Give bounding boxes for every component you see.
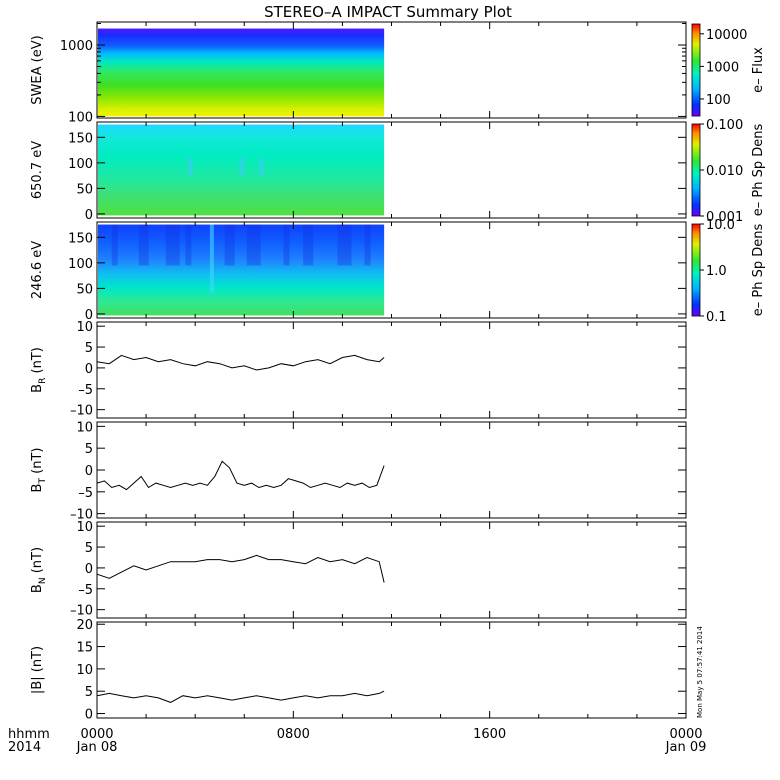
creation-timestamp: Mon May 5 07:57:41 2014 <box>696 626 704 718</box>
y-axis-label: 246.6 eV <box>30 241 45 299</box>
colorbar-2: 0.001 0.010 0.100 e– Ph Sp Dens <box>691 118 766 225</box>
y-tick-label: 50 <box>76 282 93 297</box>
colorbar-tick-label: 100 <box>706 93 731 108</box>
spectrogram-image <box>98 28 385 117</box>
y-tick-label: 0 <box>85 708 93 723</box>
y-tick-label: –10 <box>70 508 93 523</box>
spectrogram-streak <box>185 224 192 266</box>
y-tick-label: –5 <box>78 383 93 398</box>
y-tick-label: 0 <box>85 308 93 323</box>
time-tick-label: 0000 <box>669 727 702 742</box>
spectrogram-streak <box>303 224 314 266</box>
panel-2: 0 50 100 150 650.7 eV <box>30 121 687 223</box>
y-tick-label: 1000 <box>60 39 93 54</box>
y-tick-label: 15 <box>76 641 93 656</box>
colorbar-1: 100 1000 10000 e– Flux <box>691 23 766 117</box>
y-tick-label: 5 <box>85 685 93 700</box>
series-line <box>96 354 385 371</box>
y-tick-label: 150 <box>68 131 93 146</box>
colorbar-tick-label: 0.010 <box>706 164 743 179</box>
y-tick-label: –5 <box>78 486 93 501</box>
y-tick-label: 5 <box>85 442 93 457</box>
spectrogram-image <box>98 224 385 316</box>
y-tick-label: 100 <box>68 257 93 272</box>
panel-6: –10 –5 0 5 10 BN (nT) <box>30 520 687 619</box>
y-tick-label: 10 <box>76 663 93 678</box>
y-axis-label: 650.7 eV <box>30 141 45 199</box>
spectrogram-streak <box>138 224 149 266</box>
time-axis-corner-top: hhmm <box>8 727 50 742</box>
time-tick-label: 0000 <box>80 727 113 742</box>
colorbar-tick-label: 0.1 <box>706 310 727 325</box>
spectrogram-streak <box>364 224 371 266</box>
spectrogram-streak <box>246 224 261 266</box>
y-axis-label: BN (nT) <box>30 547 48 593</box>
series-line <box>96 690 385 703</box>
colorbar-tick-label: 1000 <box>706 60 739 75</box>
y-tick-label: –10 <box>70 604 93 619</box>
spectrogram-streak <box>111 224 118 266</box>
y-tick-label: 20 <box>76 618 93 633</box>
y-tick-label: 150 <box>68 231 93 246</box>
y-tick-label: –10 <box>70 404 93 419</box>
panel-1: 100 1000 SWEA (eV) <box>30 21 687 125</box>
panel-frame <box>96 321 687 419</box>
colorbar-3: 0.1 1.0 10.0 e– Ph Sp Dens <box>691 218 766 325</box>
panel-frame <box>96 621 687 719</box>
y-tick-label: 10 <box>76 320 93 335</box>
colorbar-tick-label: 0.100 <box>706 118 743 133</box>
y-axis-label: SWEA (eV) <box>30 35 45 104</box>
panel-5: –10 –5 0 5 10 BT (nT) <box>30 420 687 523</box>
colorbar-label: e– Ph Sp Dens <box>751 224 766 317</box>
y-tick-label: 100 <box>68 110 93 125</box>
date-tick-label: Jan 09 <box>665 740 707 755</box>
spectrogram-streak <box>165 224 180 266</box>
spectrogram-streak <box>258 157 264 176</box>
y-axis-label: BR (nT) <box>30 347 48 393</box>
y-tick-label: 100 <box>68 157 93 172</box>
y-tick-label: 5 <box>85 541 93 556</box>
spectrogram-streak <box>209 224 214 293</box>
colorbar-scale <box>691 223 701 317</box>
panel-3: 0 50 100 150 246.6 eV <box>30 221 687 323</box>
panel-4: –10 –5 0 5 10 BR (nT) <box>30 320 687 419</box>
y-tick-label: –5 <box>78 583 93 598</box>
y-tick-label: 0 <box>85 208 93 223</box>
colorbar-label: e– Ph Sp Dens <box>751 124 766 217</box>
spectrogram-streak <box>239 157 245 176</box>
time-axis-corner-bottom: 2014 <box>8 740 41 755</box>
colorbar-tick-label: 10.0 <box>706 218 735 233</box>
y-axis-label: BT (nT) <box>30 448 48 493</box>
y-tick-label: 5 <box>85 341 93 356</box>
y-tick-label: 0 <box>85 362 93 377</box>
spectrogram-streak <box>224 224 235 266</box>
colorbar-tick-label: 0.001 <box>706 210 743 225</box>
panel-7: 0 5 10 15 20 |B| (nT) <box>30 618 687 723</box>
y-tick-label: 50 <box>76 182 93 197</box>
time-tick-label: 1600 <box>473 727 506 742</box>
colorbar-label: e– Flux <box>751 47 766 93</box>
y-axis-label: |B| (nT) <box>30 646 45 694</box>
colorbar-scale <box>691 123 701 217</box>
series-line <box>96 554 385 583</box>
y-tick-label: 10 <box>76 520 93 535</box>
colorbar-tick-label: 1.0 <box>706 264 727 279</box>
colorbar-scale <box>691 23 701 117</box>
spectrogram-streak <box>283 224 290 266</box>
time-tick-label: 0800 <box>277 727 310 742</box>
colorbar-tick-label: 10000 <box>706 28 747 43</box>
y-tick-label: 0 <box>85 562 93 577</box>
plot-title: STEREO–A IMPACT Summary Plot <box>264 3 512 21</box>
y-tick-label: 0 <box>85 464 93 479</box>
spectrogram-streak <box>187 157 193 176</box>
spectrogram-streak <box>337 224 352 266</box>
panel-frame <box>96 421 687 519</box>
series-line <box>96 460 385 491</box>
y-tick-label: 10 <box>76 420 93 435</box>
date-tick-label: Jan 08 <box>76 740 118 755</box>
panel-frame <box>96 521 687 619</box>
